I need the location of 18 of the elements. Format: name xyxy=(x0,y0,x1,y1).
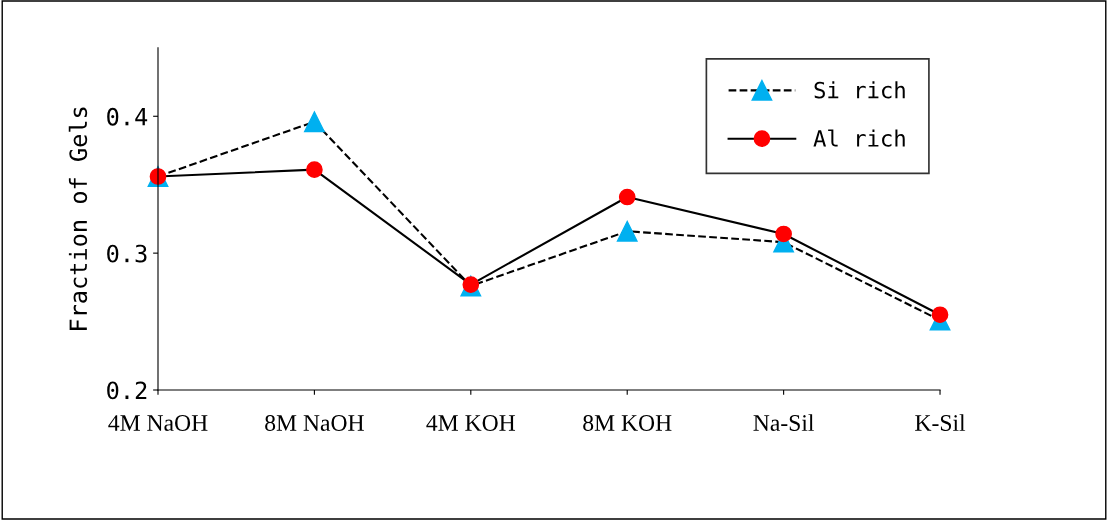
x-tick-label: Na-Sil xyxy=(753,414,814,431)
x-tick-label: 4M KOH xyxy=(426,415,516,431)
y-axis-title: Fraction of Gels xyxy=(68,107,88,330)
y-tick-label: 0.2 xyxy=(107,381,147,400)
legend-label: Si rich xyxy=(814,81,905,99)
x-tick-label: K-Sil xyxy=(915,414,966,431)
point xyxy=(306,161,323,178)
x-tick-label: 4M NaOH xyxy=(108,415,208,431)
point xyxy=(618,188,636,206)
y-tick-label: 0.3 xyxy=(107,244,147,263)
legend-label: Al rich xyxy=(813,129,905,147)
x-tick-label: 8M NaOH xyxy=(265,414,364,431)
point xyxy=(775,225,792,243)
point xyxy=(303,111,325,133)
point xyxy=(931,306,949,324)
point xyxy=(616,220,638,242)
y-tick-label: 0.4 xyxy=(107,107,148,126)
x-tick-label: 8M KOH xyxy=(583,414,672,431)
